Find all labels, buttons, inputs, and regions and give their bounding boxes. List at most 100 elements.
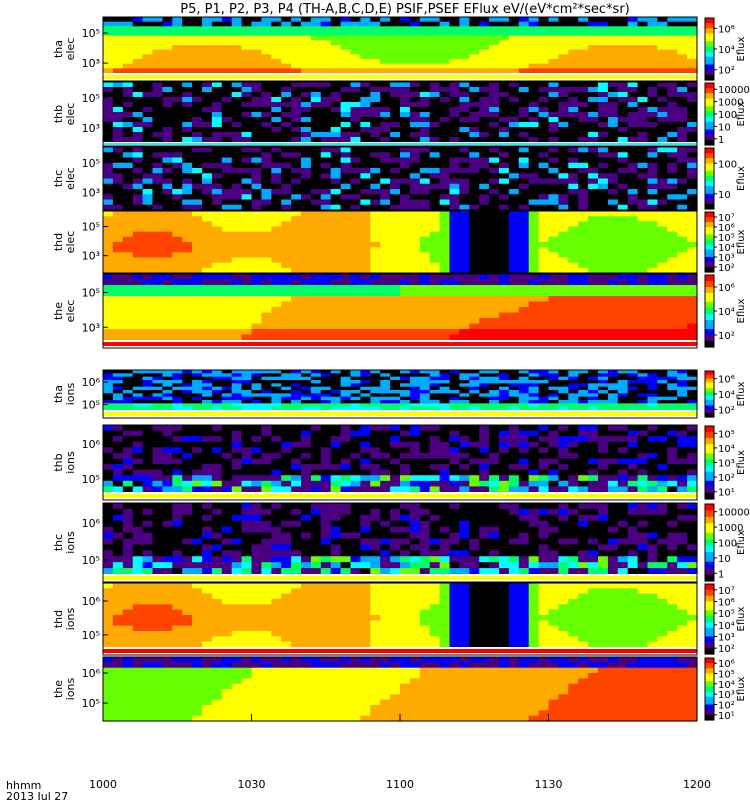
heatmap-cell [380, 122, 391, 128]
heatmap-cell [112, 323, 124, 330]
heatmap-cell [251, 132, 262, 138]
heatmap-cell [281, 279, 292, 286]
heatmap-cell [429, 183, 441, 190]
heatmap-cell [330, 318, 342, 325]
heatmap-cell [499, 236, 510, 243]
heatmap-cell [469, 35, 480, 41]
heatmap-cell [429, 400, 441, 404]
heatmap-cell [607, 231, 619, 238]
heatmap-cell [112, 334, 124, 341]
heatmap-cell [419, 31, 431, 37]
heatmap-cell [419, 475, 431, 482]
heatmap-cell [459, 168, 470, 174]
heatmap-cell [518, 63, 530, 69]
heatmap-cell [202, 334, 213, 341]
heatmap-cell [271, 393, 282, 398]
heatmap-cell [211, 383, 223, 388]
heatmap-cell [370, 312, 381, 319]
heatmap-cell [320, 242, 332, 248]
colorbar-tick-label: 10² [718, 405, 735, 416]
heatmap-cell [637, 376, 649, 381]
heatmap-cell [380, 380, 391, 384]
heatmap-cell [221, 447, 233, 454]
heatmap-cell [588, 31, 599, 37]
heatmap-cell [172, 226, 183, 233]
heatmap-cell [439, 262, 451, 269]
heatmap-cell [479, 274, 490, 281]
heatmap-cell [310, 199, 322, 206]
heatmap-cell [122, 373, 134, 378]
heatmap-cell [558, 178, 569, 185]
heatmap-cell [469, 152, 480, 159]
heatmap-cell [370, 469, 381, 476]
heatmap-cell [192, 400, 203, 404]
heatmap-cell [152, 301, 163, 308]
heatmap-cell [489, 54, 500, 60]
heatmap-cell [568, 132, 579, 138]
heatmap-cell [617, 40, 629, 46]
heatmap-cell [142, 380, 154, 384]
heatmap-cell [291, 318, 302, 325]
heatmap-cell [162, 267, 173, 274]
heatmap-cell [518, 82, 530, 88]
heatmap-cell [627, 162, 639, 169]
heatmap-cell [489, 183, 500, 190]
heatmap-cell [162, 475, 173, 482]
heatmap-cell [489, 40, 500, 46]
colorbar-segment [705, 83, 714, 87]
heatmap-cell [667, 370, 678, 374]
heatmap-cell [271, 386, 282, 391]
heatmap-cell [409, 386, 421, 391]
heatmap-cell [489, 383, 500, 388]
heatmap-cell [182, 162, 193, 169]
heatmap-cell [320, 396, 332, 401]
heatmap-cell [241, 396, 253, 401]
heatmap-cell [548, 285, 559, 292]
heatmap-cell [687, 189, 698, 195]
heatmap-cell [419, 312, 431, 319]
heatmap-cell [112, 178, 124, 185]
heatmap-cell [558, 173, 569, 180]
heatmap-cell [598, 307, 609, 314]
heatmap-cell [350, 285, 361, 292]
heatmap-cell [202, 441, 213, 448]
heatmap-cell [231, 189, 243, 195]
heatmap-cell [400, 132, 411, 138]
heatmap-cell [162, 290, 173, 297]
heatmap-cell [251, 373, 262, 378]
heatmap-cell [310, 221, 322, 228]
heatmap-cell [538, 373, 550, 378]
heatmap-cell [310, 257, 322, 264]
heatmap-cell [162, 216, 173, 222]
heatmap-cell [330, 279, 342, 286]
heatmap-cell [152, 290, 163, 297]
heatmap-cell [489, 329, 500, 336]
heatmap-cell [617, 380, 629, 384]
heatmap-cell [617, 252, 629, 259]
heatmap-cell [647, 334, 658, 341]
heatmap-cell [419, 147, 431, 153]
heatmap-cell [469, 49, 480, 55]
heatmap-cell [637, 386, 649, 391]
heatmap-cell [617, 406, 629, 411]
heatmap-cell [617, 390, 629, 394]
heatmap-cell [588, 35, 599, 41]
heatmap-cell [310, 242, 322, 248]
heatmap-cell [657, 152, 668, 159]
heatmap-cell [350, 312, 361, 319]
heatmap-cell [162, 152, 173, 159]
heatmap-cell [281, 54, 292, 60]
heatmap-cell [182, 226, 193, 233]
heatmap-cell [350, 475, 361, 482]
heatmap-cell [162, 26, 173, 32]
heatmap-cell [390, 373, 401, 378]
colorbar-segment [705, 168, 714, 172]
heatmap-cell [419, 216, 431, 222]
heatmap-cell [182, 380, 193, 384]
heatmap-cell [647, 307, 658, 314]
heatmap-cell [192, 323, 203, 330]
heatmap-cell [122, 132, 134, 138]
heatmap-cell [647, 59, 658, 65]
heatmap-cell [132, 63, 144, 69]
panel-frame [102, 16, 698, 82]
